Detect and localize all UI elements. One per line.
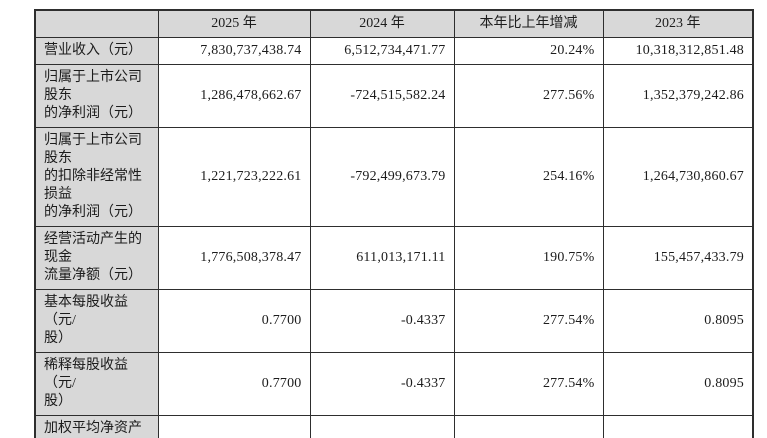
- column-header-2023: 2023 年: [602, 9, 754, 38]
- header-corner-cell: [34, 9, 159, 38]
- value-yoy-change: 277.54%: [453, 289, 604, 353]
- value-2023: 10,318,312,851.48: [602, 37, 754, 65]
- row-label: 基本每股收益（元/ 股）: [34, 289, 159, 353]
- value-2023: 12.16%: [602, 415, 754, 438]
- table-row-operating-revenue: 营业收入（元） 7,830,737,438.74 6,512,734,471.7…: [34, 37, 754, 65]
- financial-highlights-table: 2025 年 2024 年 本年比上年增减 2023 年 营业收入（元） 7,8…: [34, 9, 754, 438]
- row-label: 加权平均净资产收益 率: [34, 415, 159, 438]
- value-yoy-change: 20.24%: [453, 37, 604, 65]
- value-2024: -0.4337: [309, 289, 455, 353]
- value-2023: 1,264,730,860.67: [602, 127, 754, 227]
- column-header-2025: 2025 年: [157, 9, 311, 38]
- table-row-weighted-avg-roe: 加权平均净资产收益 率 11.99% -6.69% 18.68% 12.16%: [34, 415, 754, 438]
- value-2025: 7,830,737,438.74: [157, 37, 311, 65]
- row-label: 营业收入（元）: [34, 37, 159, 65]
- value-2023: 1,352,379,242.86: [602, 64, 754, 128]
- table-row-diluted-eps: 稀释每股收益（元/ 股） 0.7700 -0.4337 277.54% 0.80…: [34, 352, 754, 416]
- value-yoy-change: 190.75%: [453, 226, 604, 290]
- value-2025: 0.7700: [157, 289, 311, 353]
- column-header-yoy-change: 本年比上年增减: [453, 9, 604, 38]
- value-2024: 6,512,734,471.77: [309, 37, 455, 65]
- value-2023: 155,457,433.79: [602, 226, 754, 290]
- value-yoy-change: 277.56%: [453, 64, 604, 128]
- table-row-operating-cash-flow: 经营活动产生的现金 流量净额（元） 1,776,508,378.47 611,0…: [34, 226, 754, 290]
- value-2024: -6.69%: [309, 415, 455, 438]
- value-2025: 11.99%: [157, 415, 311, 438]
- value-2024: 611,013,171.11: [309, 226, 455, 290]
- row-label: 经营活动产生的现金 流量净额（元）: [34, 226, 159, 290]
- value-yoy-change: 277.54%: [453, 352, 604, 416]
- value-2023: 0.8095: [602, 289, 754, 353]
- value-2025: 1,221,723,222.61: [157, 127, 311, 227]
- table-row-basic-eps: 基本每股收益（元/ 股） 0.7700 -0.4337 277.54% 0.80…: [34, 289, 754, 353]
- row-label: 归属于上市公司股东 的扣除非经常性损益 的净利润（元）: [34, 127, 159, 227]
- value-2025: 0.7700: [157, 352, 311, 416]
- table-row-net-profit-excl-nonrecurring: 归属于上市公司股东 的扣除非经常性损益 的净利润（元） 1,221,723,22…: [34, 127, 754, 227]
- row-label: 稀释每股收益（元/ 股）: [34, 352, 159, 416]
- table-row-net-profit: 归属于上市公司股东 的净利润（元） 1,286,478,662.67 -724,…: [34, 64, 754, 128]
- value-2024: -0.4337: [309, 352, 455, 416]
- value-2025: 1,286,478,662.67: [157, 64, 311, 128]
- column-header-2024: 2024 年: [309, 9, 455, 38]
- value-2023: 0.8095: [602, 352, 754, 416]
- value-2024: -724,515,582.24: [309, 64, 455, 128]
- value-2025: 1,776,508,378.47: [157, 226, 311, 290]
- value-2024: -792,499,673.79: [309, 127, 455, 227]
- value-yoy-change: 254.16%: [453, 127, 604, 227]
- row-label: 归属于上市公司股东 的净利润（元）: [34, 64, 159, 128]
- value-yoy-change: 18.68%: [453, 415, 604, 438]
- table-header-row-annual: 2025 年 2024 年 本年比上年增减 2023 年: [34, 9, 754, 38]
